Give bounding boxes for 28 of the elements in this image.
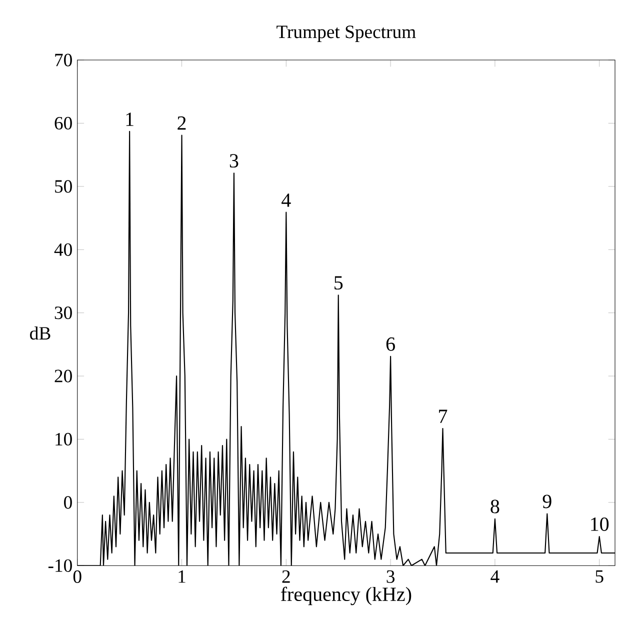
y-tick-label: 50 — [54, 180, 72, 193]
x-tick-label: 2 — [282, 570, 290, 583]
annotation: 7 — [438, 410, 448, 423]
annotation: 6 — [386, 337, 395, 351]
annotation: 10 — [590, 517, 608, 531]
x-tick-label: 5 — [596, 570, 604, 583]
annotation: 3 — [230, 154, 238, 168]
annotation: 2 — [177, 116, 186, 130]
annotation: 8 — [490, 500, 500, 514]
annotation: 5 — [334, 276, 342, 290]
x-tick-label: 3 — [386, 570, 394, 583]
y-tick-label: -10 — [48, 559, 72, 572]
chart-title: Trumpet Spectrum — [276, 26, 416, 42]
y-tick-label: 40 — [54, 243, 72, 256]
y-axis-title: dB — [30, 326, 50, 340]
annotation: 9 — [542, 494, 552, 508]
y-tick-label: 70 — [55, 54, 72, 66]
x-axis-title: frequency (kHz) — [280, 586, 411, 606]
y-tick-label: 60 — [54, 116, 72, 130]
y-tick-label: 0 — [64, 496, 72, 509]
y-tick-label: 10 — [55, 432, 72, 446]
annotation: 1 — [126, 112, 134, 126]
y-tick-label: 30 — [54, 306, 72, 320]
y-tick-label: 20 — [54, 370, 72, 382]
annotation: 4 — [281, 194, 291, 207]
x-tick-label: 4 — [490, 570, 500, 583]
x-tick-label: 0 — [73, 570, 82, 583]
x-tick-label: 1 — [178, 570, 186, 583]
